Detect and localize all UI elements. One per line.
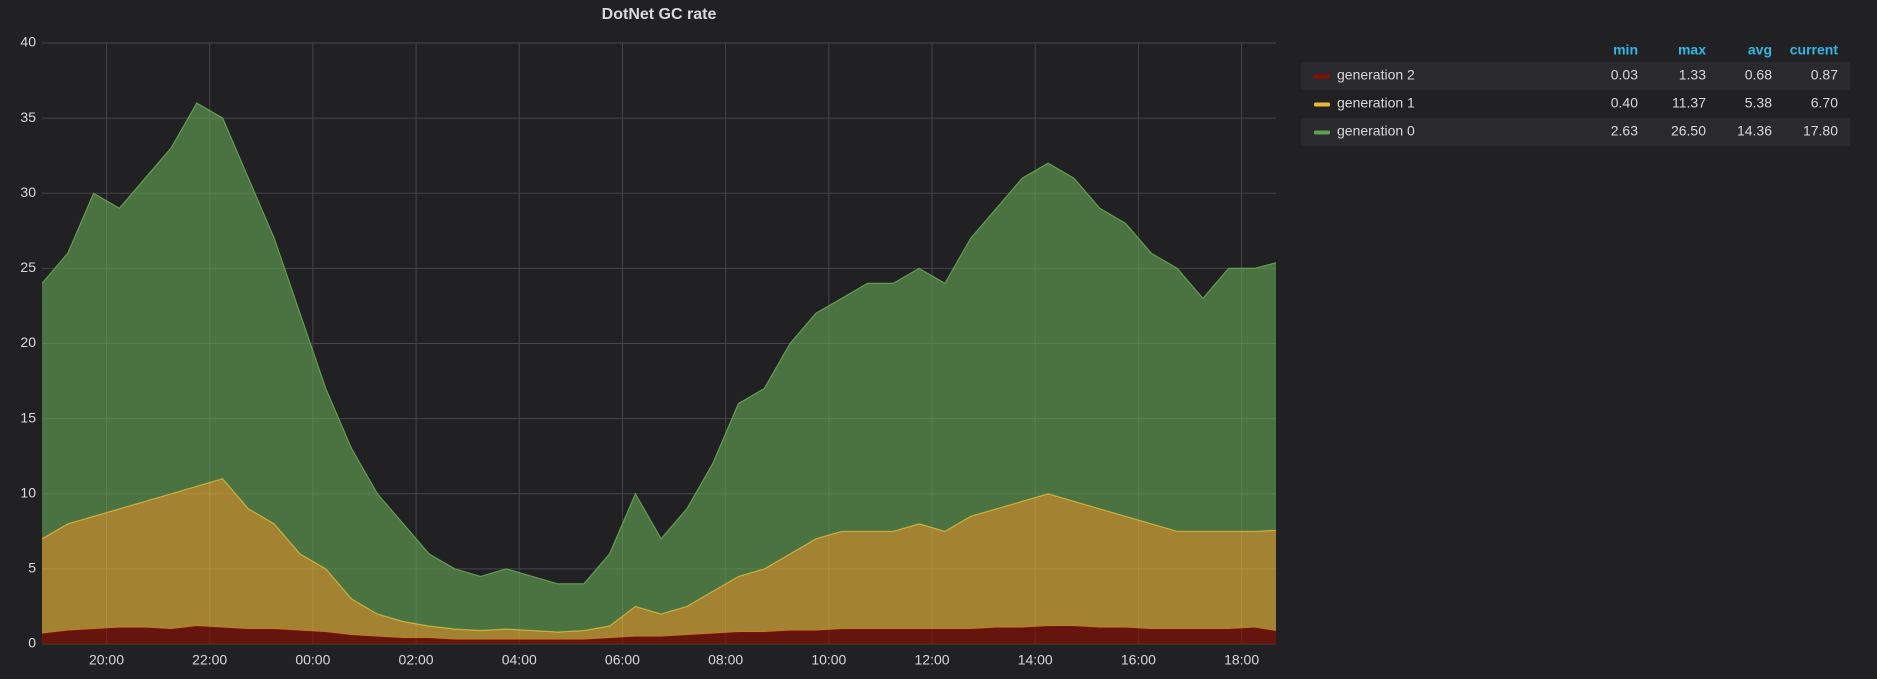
x-tick-label: 20:00 <box>89 652 124 668</box>
legend-row-bg <box>1301 62 1850 90</box>
x-tick-label: 22:00 <box>192 652 227 668</box>
legend-value: 14.36 <box>1737 123 1772 139</box>
legend-value: 11.37 <box>1672 95 1706 111</box>
y-tick-label: 5 <box>28 560 36 576</box>
x-tick-label: 08:00 <box>708 652 743 668</box>
legend-value: 6.70 <box>1811 95 1838 111</box>
legend-value: 0.03 <box>1611 67 1638 83</box>
legend-value: 5.38 <box>1745 95 1772 111</box>
y-tick-label: 15 <box>20 409 36 425</box>
x-tick-label: 12:00 <box>915 652 950 668</box>
area <box>42 626 1276 644</box>
area <box>42 103 1276 633</box>
x-tick-label: 18:00 <box>1224 652 1259 668</box>
legend-header: max <box>1678 42 1706 58</box>
legend-label: generation 1 <box>1337 95 1415 111</box>
legend-swatch <box>1314 130 1330 135</box>
legend-header: current <box>1790 42 1839 58</box>
legend-value: 0.40 <box>1611 95 1638 111</box>
x-tick-label: 10:00 <box>811 652 846 668</box>
area <box>42 478 1276 640</box>
legend-swatch <box>1314 102 1330 107</box>
y-tick-label: 20 <box>20 334 36 350</box>
legend-header: avg <box>1748 42 1772 58</box>
y-tick-label: 0 <box>28 635 36 651</box>
area-line <box>41 102 1277 585</box>
x-tick-label: 00:00 <box>295 652 330 668</box>
legend-label: generation 0 <box>1337 123 1415 139</box>
legend-header: min <box>1613 42 1638 58</box>
legend-value: 17.80 <box>1803 123 1838 139</box>
y-tick-label: 25 <box>20 259 36 275</box>
legend-row-bg <box>1301 118 1850 146</box>
x-tick-label: 16:00 <box>1121 652 1156 668</box>
legend-value: 0.87 <box>1811 67 1838 83</box>
y-tick-label: 10 <box>20 484 36 500</box>
x-tick-label: 06:00 <box>605 652 640 668</box>
legend-value: 2.63 <box>1611 123 1638 139</box>
legend-value: 0.68 <box>1745 67 1772 83</box>
legend-label: generation 2 <box>1337 67 1415 83</box>
x-tick-label: 02:00 <box>399 652 434 668</box>
y-tick-label: 40 <box>20 34 36 50</box>
x-tick-label: 04:00 <box>502 652 537 668</box>
legend-value: 1.33 <box>1679 67 1706 83</box>
y-tick-label: 35 <box>20 109 36 125</box>
y-tick-label: 30 <box>20 184 36 200</box>
legend-swatch <box>1314 74 1330 79</box>
chart-title: DotNet GC rate <box>602 6 717 23</box>
x-tick-label: 14:00 <box>1018 652 1053 668</box>
legend-value: 26.50 <box>1671 123 1706 139</box>
